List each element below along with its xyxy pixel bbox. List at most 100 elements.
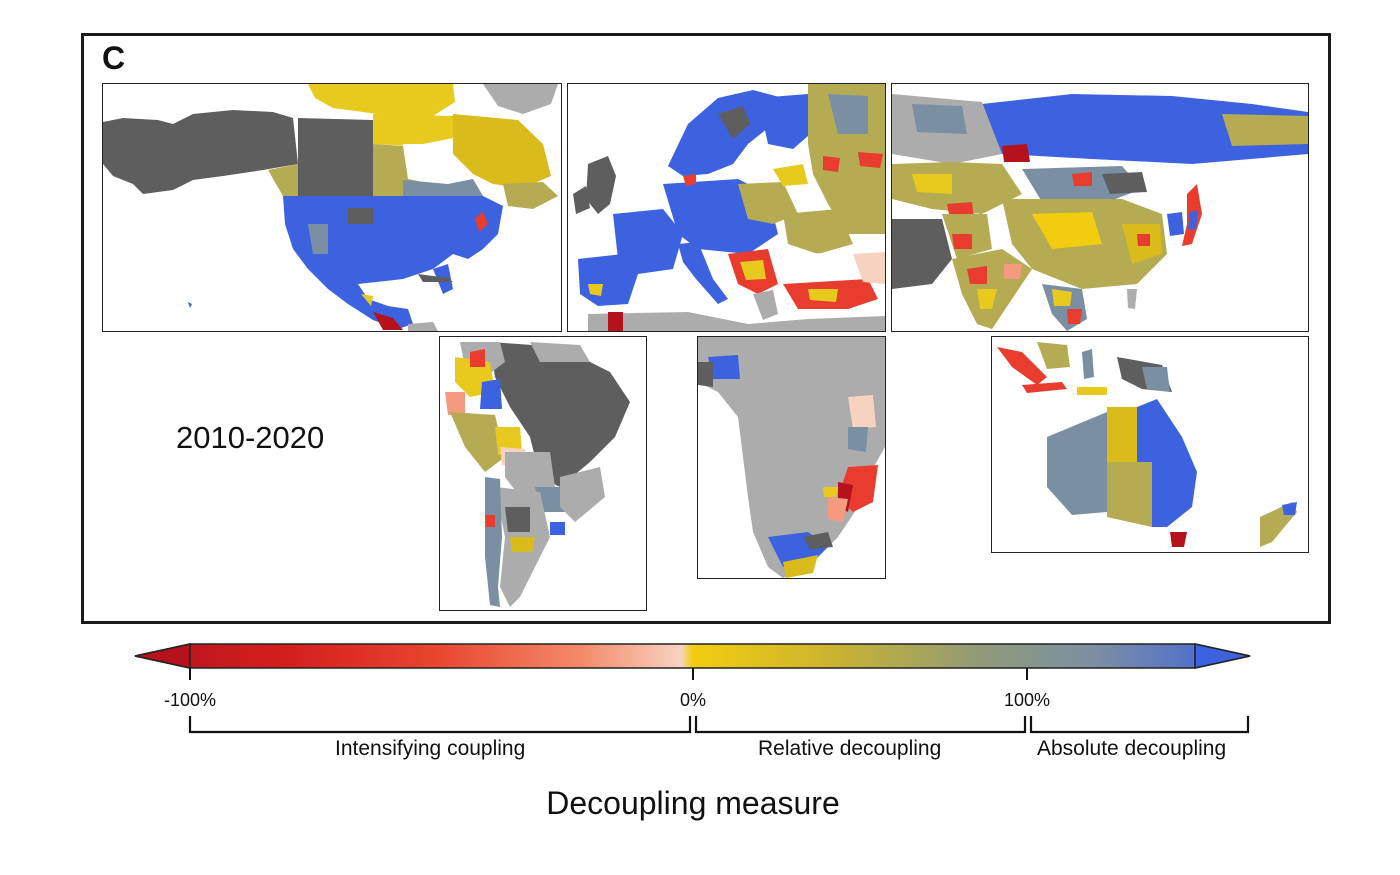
argentina-yellow <box>510 537 535 552</box>
india-red <box>967 266 987 284</box>
chile-red <box>485 515 495 527</box>
philippines <box>1127 289 1137 309</box>
finland <box>758 94 816 149</box>
category-absolute: Absolute decoupling <box>1037 737 1227 760</box>
mexico-red <box>373 312 403 330</box>
south-africa-yellow <box>783 555 818 578</box>
bracket-absolute <box>1029 716 1250 734</box>
category-intensifying: Intensifying coupling <box>335 737 526 760</box>
sulawesi <box>1082 349 1094 379</box>
canada-ontario <box>403 179 483 196</box>
iran-red <box>952 234 972 249</box>
ecuador <box>445 392 465 415</box>
caucasus <box>853 252 885 284</box>
colorbar-fill <box>134 643 1251 669</box>
category-relative: Relative decoupling <box>758 737 942 760</box>
black-sea <box>798 252 853 274</box>
bracket-intensifying <box>188 716 692 734</box>
usa-olive-state <box>308 224 328 254</box>
brazil-south <box>560 467 605 522</box>
nt <box>1107 407 1137 462</box>
ireland <box>573 186 590 214</box>
map-europe <box>567 83 886 332</box>
map-asia <box>891 83 1309 332</box>
bolivia <box>505 452 555 497</box>
sumatra <box>997 347 1047 385</box>
tick-label-neg100: -100% <box>163 690 217 710</box>
argentina-gray <box>505 507 530 532</box>
europe-svg <box>573 84 885 331</box>
map-africa <box>697 336 886 579</box>
borneo <box>1037 342 1070 369</box>
brazil <box>490 342 630 487</box>
colombia-blue <box>480 379 502 409</box>
east-africa-olive <box>848 427 868 452</box>
usa-red-coast <box>475 212 488 232</box>
se-asia-red <box>1067 309 1082 324</box>
italy <box>678 242 728 304</box>
panel-letter: C <box>102 40 126 76</box>
morocco-red <box>608 312 623 331</box>
canada-nunavut <box>373 114 453 146</box>
colorbar-right-arrow <box>1194 643 1251 669</box>
france <box>613 209 683 274</box>
chile <box>485 477 502 607</box>
china-red <box>1137 234 1150 246</box>
map-north-america <box>102 83 562 332</box>
siberia-east <box>1222 114 1308 146</box>
hudson-bay <box>403 144 453 179</box>
se-asia-yellow <box>1052 289 1072 306</box>
uk <box>586 156 616 214</box>
india-orange <box>1004 264 1022 279</box>
colorbar <box>134 643 1251 734</box>
nz-blue <box>1282 502 1297 515</box>
canada-atlantic <box>503 182 558 209</box>
north-africa <box>588 312 885 331</box>
ukraine <box>783 209 853 254</box>
usa-west <box>283 196 403 284</box>
alaska <box>103 110 298 194</box>
sweden-gray <box>718 106 750 139</box>
wa <box>1047 412 1107 515</box>
turkey-yellow <box>808 289 838 302</box>
india-yellow <box>977 289 997 309</box>
canada-quebec <box>453 114 551 188</box>
baltic-yellow <box>773 164 808 186</box>
russia-red1 <box>858 152 883 168</box>
poland-olive <box>738 182 798 224</box>
central-america <box>408 322 438 331</box>
usa-gray-state <box>348 208 373 224</box>
hawaii <box>188 302 192 308</box>
mexico <box>308 269 413 329</box>
qld <box>1137 399 1197 472</box>
north-america-svg <box>103 84 558 331</box>
asia-svg <box>892 94 1308 331</box>
iberia-yellow <box>588 284 603 296</box>
africa-svg <box>698 337 885 578</box>
tasmania <box>1170 532 1187 547</box>
mongolia-gray <box>1102 172 1147 194</box>
greece <box>753 290 778 320</box>
siberia-north <box>982 94 1308 164</box>
south-america-svg <box>445 342 630 607</box>
sa <box>1107 462 1152 527</box>
png <box>1142 367 1170 392</box>
colorbar-title: Decoupling measure <box>546 785 840 821</box>
mexico-yellow <box>361 294 373 306</box>
denmark-red <box>683 174 696 186</box>
uruguay <box>550 522 565 535</box>
west-africa-gray <box>698 362 713 387</box>
west-africa-blue <box>708 355 740 379</box>
south-africa-gray <box>803 532 833 549</box>
greenland <box>483 84 558 114</box>
middle-east <box>892 219 952 289</box>
scandinavia <box>668 90 783 176</box>
ural-red <box>1002 144 1030 162</box>
canada-bc <box>268 164 298 196</box>
canada-northwest <box>298 118 373 196</box>
east-africa-peach <box>848 395 876 429</box>
guianas <box>530 342 590 362</box>
map-south-america <box>439 336 647 611</box>
islands-yellow <box>1077 387 1107 395</box>
russia-olive <box>912 104 967 134</box>
